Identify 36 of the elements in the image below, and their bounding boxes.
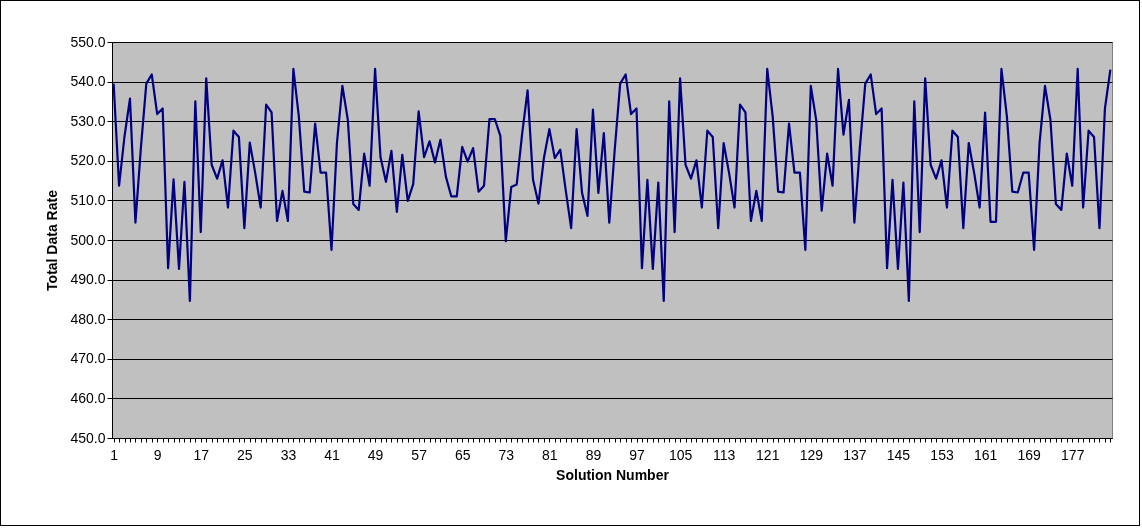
- y-tick-label: 460.0: [70, 389, 106, 406]
- x-tick-label: 113: [712, 446, 736, 463]
- x-tick-label: 25: [237, 446, 253, 463]
- x-tick-label: 65: [454, 446, 471, 463]
- y-tick-label: 490.0: [70, 271, 106, 288]
- x-tick-label: 105: [668, 446, 693, 463]
- x-tick-label: 177: [1061, 446, 1085, 463]
- y-tick-label: 540.0: [70, 73, 106, 90]
- x-tick-label: 17: [193, 446, 210, 463]
- x-axis-title: Solution Number: [556, 466, 670, 483]
- x-tick-label: 97: [629, 446, 646, 463]
- y-tick-label: 530.0: [70, 112, 106, 129]
- x-tick-label: 73: [498, 446, 515, 463]
- y-tick-label: 480.0: [70, 310, 106, 327]
- x-tick-label: 9: [153, 446, 162, 463]
- x-tick-label: 49: [367, 446, 384, 463]
- y-tick-label: 470.0: [70, 350, 106, 367]
- y-tick-label: 510.0: [70, 191, 106, 208]
- x-tick-label: 121: [756, 446, 780, 463]
- x-tick-label: 81: [542, 446, 558, 463]
- x-tick-label: 57: [411, 446, 428, 463]
- x-tick-label: 137: [843, 446, 867, 463]
- x-tick-label: 1: [110, 446, 119, 463]
- y-axis-title: Total Data Rate: [44, 189, 61, 291]
- x-tick-label: 153: [930, 446, 954, 463]
- x-tick-label: 33: [280, 446, 297, 463]
- y-tick-label: 550.0: [70, 33, 106, 50]
- y-tick-label: 520.0: [70, 152, 106, 169]
- x-tick-label: 41: [324, 446, 340, 463]
- x-tick-label: 129: [799, 446, 824, 463]
- x-tick-label: 89: [585, 446, 602, 463]
- y-tick-label: 500.0: [70, 231, 106, 248]
- x-tick-label: 145: [886, 446, 911, 463]
- x-tick-label: 169: [1017, 446, 1042, 463]
- x-tick-label: 161: [973, 446, 998, 463]
- y-tick-label: 450.0: [70, 429, 106, 446]
